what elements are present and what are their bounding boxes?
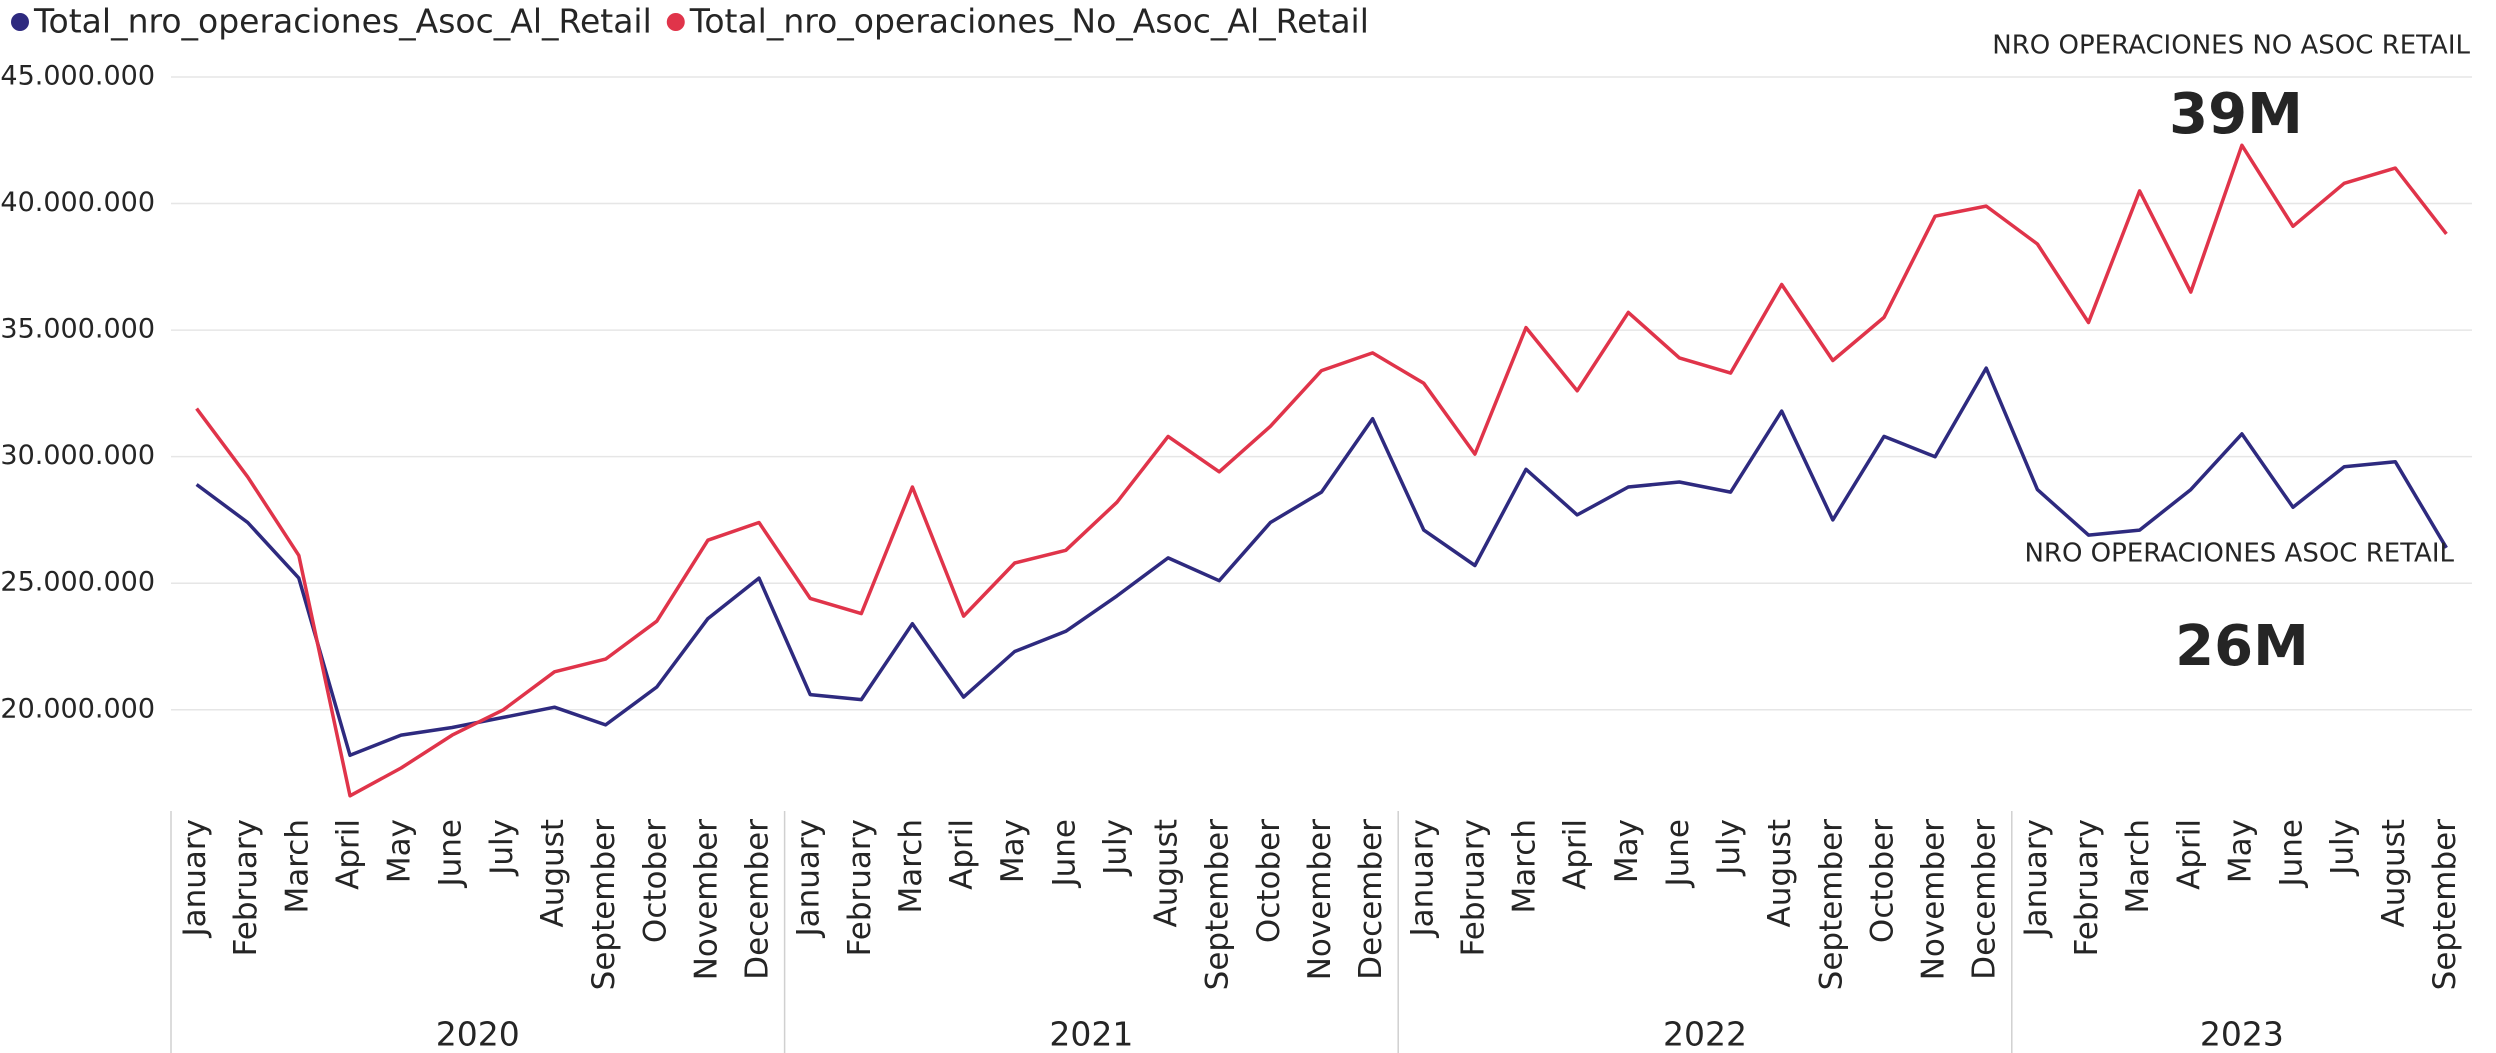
x-tick-label: May — [382, 819, 418, 883]
x-tick-label: October — [1251, 819, 1287, 943]
x-tick-label: August — [1149, 819, 1185, 928]
legend-marker — [666, 13, 685, 31]
y-tick-label: 45.000.000 — [0, 61, 155, 92]
card-value: 39M — [2169, 82, 2303, 147]
x-tick-label: April — [1558, 819, 1594, 890]
x-tick-label: September — [586, 819, 622, 991]
x-tick-label: April — [330, 819, 366, 890]
y-tick-label: 25.000.000 — [0, 567, 155, 598]
x-tick-label: December — [1967, 819, 2003, 980]
grid — [170, 76, 2472, 1053]
group-label: 2022 — [1663, 1015, 1747, 1053]
x-tick-label: March — [893, 819, 929, 914]
x-tick-label: July — [484, 819, 520, 877]
x-tick-label: September — [2427, 819, 2463, 991]
x-tick-label: July — [1711, 819, 1747, 877]
x-tick-label: May — [2222, 819, 2258, 883]
x-tick-label: February — [1455, 819, 1491, 956]
x-tick-label: November — [688, 819, 724, 981]
x-tick-label: November — [1916, 819, 1952, 981]
legend-label: Total_nro_operaciones_No_Asoc_Al_Retail — [689, 2, 1369, 41]
y-tick-label: 20.000.000 — [0, 693, 155, 724]
x-tick-label: March — [1507, 819, 1543, 914]
x-tick-label: July — [2325, 819, 2361, 877]
x-tick-label: January — [1404, 819, 1440, 939]
x-tick-label: February — [228, 819, 264, 956]
legend-label: Total_nro_operaciones_Asoc_Al_Retail — [33, 2, 652, 41]
x-tick-label: January — [791, 819, 827, 939]
x-tick-label: May — [995, 819, 1031, 883]
x-tick-label: August — [535, 819, 571, 928]
x-tick-label: December — [740, 819, 776, 980]
x-tick-label: June — [1046, 819, 1082, 889]
x-tick-label: January — [2018, 819, 2054, 939]
series-line — [195, 366, 2448, 758]
legend-marker — [11, 13, 29, 31]
x-tick-label: January — [177, 819, 213, 939]
x-tick-label: June — [2274, 819, 2310, 889]
x-tick-label: March — [2120, 819, 2156, 914]
y-tick-label: 30.000.000 — [0, 440, 155, 471]
x-tick-label: December — [1353, 819, 1389, 980]
x-tick-label: March — [279, 819, 315, 914]
group-label: 2020 — [436, 1015, 520, 1053]
x-tick-label: April — [2171, 819, 2207, 890]
x-tick-label: June — [433, 819, 469, 889]
x-tick-label: November — [1302, 819, 1338, 981]
x-tick-label: July — [1097, 819, 1133, 877]
y-tick-label: 35.000.000 — [0, 314, 155, 345]
x-tick-label: February — [842, 819, 878, 956]
x-tick-label: October — [1864, 819, 1900, 943]
card-title: NRO OPERACIONES NO ASOC RETAIL — [1992, 31, 2470, 61]
x-tick-label: August — [1762, 819, 1798, 928]
group-label: 2021 — [1049, 1015, 1133, 1053]
x-tick-label: August — [2376, 819, 2412, 928]
x-tick-label: April — [944, 819, 980, 890]
x-tick-label: October — [637, 819, 673, 943]
x-tick-label: June — [1660, 819, 1696, 889]
y-tick-label: 40.000.000 — [0, 187, 155, 218]
x-tick-label: September — [1813, 819, 1849, 991]
card-value: 26M — [2175, 614, 2309, 679]
series-line — [195, 143, 2448, 798]
card-title: NRO OPERACIONES ASOC RETAIL — [2024, 539, 2454, 569]
group-label: 2023 — [2200, 1015, 2284, 1053]
x-tick-label: September — [1200, 819, 1236, 991]
x-tick-label: February — [2069, 819, 2105, 956]
lines — [195, 143, 2448, 798]
x-tick-label: May — [1609, 819, 1645, 883]
